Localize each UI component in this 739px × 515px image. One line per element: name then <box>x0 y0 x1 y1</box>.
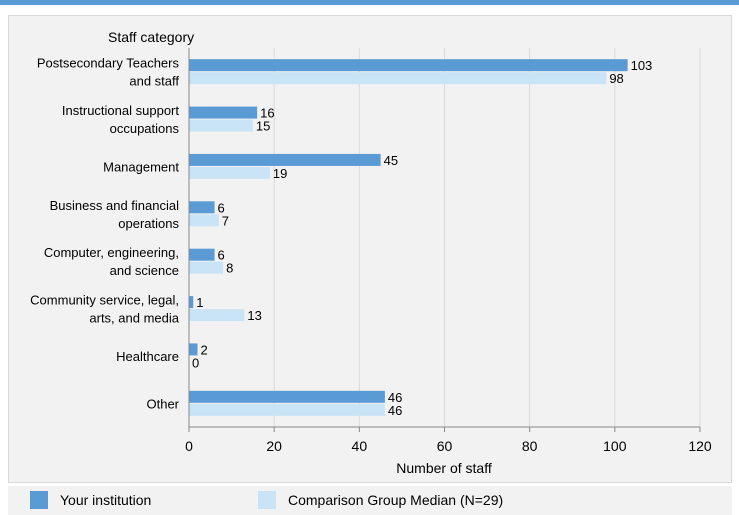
x-tick-label: 60 <box>437 438 453 454</box>
bar-your-institution <box>189 59 628 72</box>
data-label-your-institution: 1 <box>196 295 203 310</box>
category-label: Business and financial <box>50 198 179 213</box>
x-axis-title: Number of staff <box>396 460 492 476</box>
bar-comparison-median <box>189 403 385 416</box>
legend-item-your-institution: Your institution <box>30 491 151 509</box>
data-label-your-institution: 46 <box>388 390 402 405</box>
category-label: and science <box>110 263 179 278</box>
bar-your-institution <box>189 296 194 309</box>
data-label-comparison-median: 15 <box>256 119 270 134</box>
legend-swatch-comparison-median <box>258 491 276 509</box>
data-label-your-institution: 2 <box>201 342 208 357</box>
category-label: Management <box>103 159 179 174</box>
bar-comparison-median <box>189 119 253 132</box>
data-label-your-institution: 103 <box>631 58 653 73</box>
bar-comparison-median <box>189 166 270 179</box>
bar-your-institution <box>189 153 381 166</box>
category-label: Postsecondary Teachers <box>37 56 180 71</box>
category-label: Healthcare <box>116 349 179 364</box>
data-label-comparison-median: 19 <box>273 166 287 181</box>
category-label: occupations <box>110 121 180 136</box>
y-axis-title: Staff category <box>108 29 194 45</box>
data-label-comparison-median: 46 <box>388 403 402 418</box>
bar-your-institution <box>189 390 385 403</box>
bar-your-institution <box>189 343 198 356</box>
data-label-your-institution: 6 <box>218 248 225 263</box>
bar-comparison-median <box>189 309 245 322</box>
legend-swatch-your-institution <box>30 491 48 509</box>
bar-chart: Staff category 103 98 Postsecondary Teacher… <box>30 29 712 476</box>
category-label: and staff <box>129 74 179 89</box>
data-label-your-institution: 6 <box>218 200 225 215</box>
data-label-your-institution: 16 <box>260 106 274 121</box>
x-tick-label: 100 <box>603 438 627 454</box>
bar-comparison-median <box>189 261 224 274</box>
legend-item-comparison-median: Comparison Group Median (N=29) <box>258 491 503 509</box>
x-tick-label: 40 <box>352 438 368 454</box>
bar-comparison-median <box>189 72 607 85</box>
legend-label-comparison-median: Comparison Group Median (N=29) <box>288 492 504 508</box>
category-label: arts, and media <box>89 311 179 326</box>
x-tick-label: 20 <box>266 438 282 454</box>
bar-your-institution <box>189 201 215 214</box>
x-tick-label: 120 <box>688 438 712 454</box>
category-label: Other <box>146 396 179 411</box>
x-tick-label: 0 <box>185 438 193 454</box>
data-label-comparison-median: 13 <box>247 308 261 323</box>
bar-your-institution <box>189 106 258 119</box>
data-label-comparison-median: 0 <box>192 355 199 370</box>
category-label: operations <box>118 216 179 231</box>
top-accent-rule <box>0 0 739 5</box>
category-label: Instructional support <box>62 103 179 118</box>
data-label-comparison-median: 7 <box>222 213 229 228</box>
legend: Your institution Comparison Group Median… <box>8 486 732 515</box>
data-label-comparison-median: 8 <box>226 261 233 276</box>
x-tick-label: 80 <box>522 438 538 454</box>
data-label-your-institution: 45 <box>384 153 398 168</box>
bar-your-institution <box>189 248 215 261</box>
data-label-comparison-median: 98 <box>609 71 623 86</box>
bar-comparison-median <box>189 214 219 227</box>
category-label: Computer, engineering, <box>44 245 179 260</box>
legend-label-your-institution: Your institution <box>60 492 152 508</box>
category-label: Community service, legal, <box>30 293 179 308</box>
